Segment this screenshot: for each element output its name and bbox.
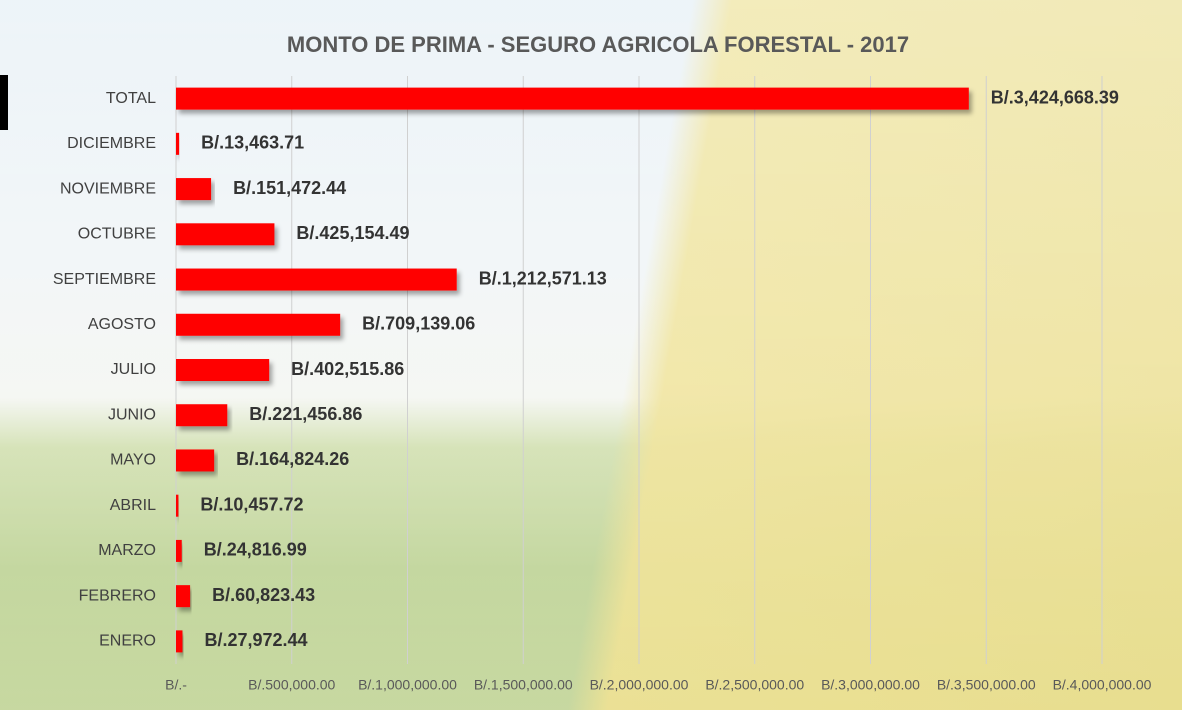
y-tick-label: MARZO	[98, 542, 156, 559]
y-tick-label: JUNIO	[108, 406, 156, 423]
x-tick-label: B/.-	[165, 677, 187, 693]
x-tick-label: B/.1,000,000.00	[358, 677, 457, 693]
x-tick-label: B/.2,000,000.00	[590, 677, 689, 693]
bar	[176, 540, 182, 562]
y-tick-label: AGOSTO	[88, 316, 156, 333]
chart: MONTO DE PRIMA - SEGURO AGRICOLA FORESTA…	[0, 0, 1182, 710]
bar	[176, 223, 274, 245]
edge-block	[0, 75, 8, 130]
data-label: B/.24,816.99	[204, 540, 307, 560]
data-label: B/.10,457.72	[200, 494, 303, 514]
bar	[176, 133, 179, 155]
bar	[176, 269, 457, 291]
x-tick-label: B/.4,000,000.00	[1053, 677, 1152, 693]
y-tick-label: FEBRERO	[79, 587, 156, 604]
data-label: B/.425,154.49	[296, 223, 409, 243]
y-tick-label: ABRIL	[110, 497, 156, 514]
y-tick-label: SEPTIEMBRE	[53, 271, 156, 288]
bar	[176, 88, 969, 110]
x-tick-label: B/.500,000.00	[248, 677, 335, 693]
y-tick-label: JULIO	[111, 361, 156, 378]
y-tick-label: TOTAL	[106, 90, 156, 107]
data-label: B/.27,972.44	[204, 630, 307, 650]
x-tick-label: B/.3,500,000.00	[937, 677, 1036, 693]
data-label: B/.60,823.43	[212, 585, 315, 605]
bar	[176, 449, 214, 471]
y-tick-label: NOVIEMBRE	[60, 180, 156, 197]
data-label: B/.13,463.71	[201, 133, 304, 153]
bar	[176, 630, 182, 652]
bar	[176, 178, 211, 200]
y-tick-label: MAYO	[110, 452, 156, 469]
x-tick-label: B/.2,500,000.00	[705, 677, 804, 693]
x-tick-label: B/.1,500,000.00	[474, 677, 573, 693]
page: {"chart_data": {"type": "bar", "orientat…	[0, 0, 1182, 710]
bar	[176, 495, 178, 517]
data-label: B/.709,139.06	[362, 314, 475, 334]
data-label: B/.221,456.86	[249, 404, 362, 424]
data-label: B/.402,515.86	[291, 359, 404, 379]
data-label: B/.151,472.44	[233, 178, 346, 198]
y-tick-label: DICIEMBRE	[67, 135, 156, 152]
bar	[176, 585, 190, 607]
bar	[176, 359, 269, 381]
y-tick-label: OCTUBRE	[78, 226, 156, 243]
data-label: B/.3,424,668.39	[991, 87, 1119, 107]
x-tick-label: B/.3,000,000.00	[821, 677, 920, 693]
bar	[176, 404, 227, 426]
data-label: B/.1,212,571.13	[479, 268, 607, 288]
chart-title: MONTO DE PRIMA - SEGURO AGRICOLA FORESTA…	[287, 32, 909, 57]
y-tick-label: ENERO	[99, 633, 156, 650]
data-label: B/.164,824.26	[236, 449, 349, 469]
bar	[176, 314, 340, 336]
